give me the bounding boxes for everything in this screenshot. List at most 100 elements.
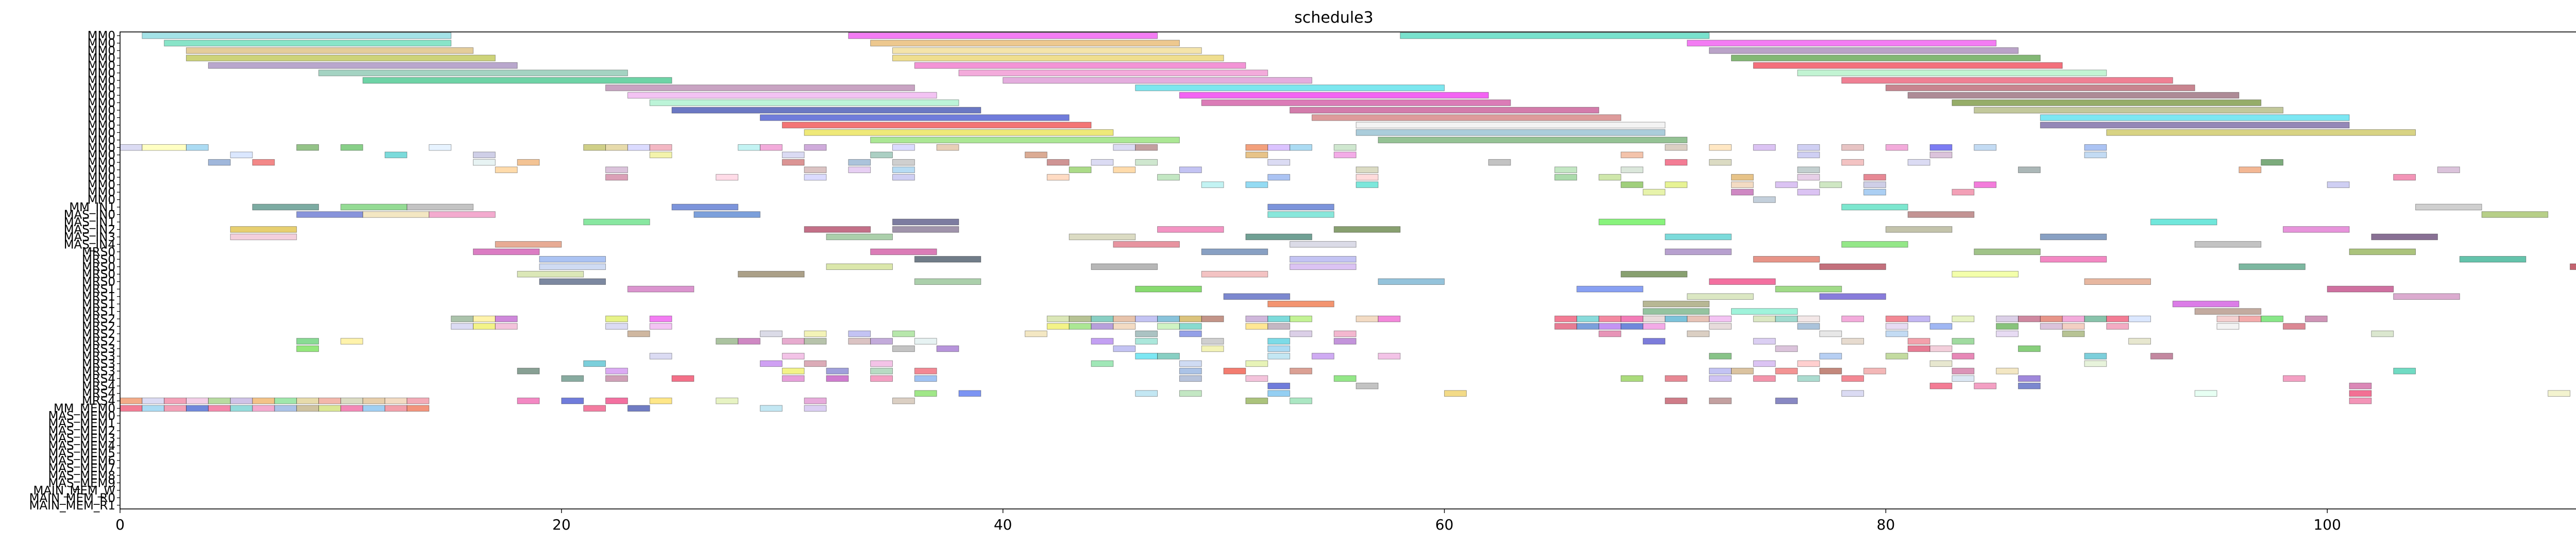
y-tick-label: MM0 xyxy=(88,156,115,169)
gantt-bar xyxy=(1598,315,1621,322)
y-tick-label: MAS_MEM3 xyxy=(48,432,115,446)
gantt-bar xyxy=(1819,293,1886,300)
gantt-bar xyxy=(2216,323,2240,330)
gantt-bar xyxy=(1290,144,1312,151)
gantt-bar xyxy=(517,397,540,404)
gantt-bar xyxy=(605,375,628,382)
gantt-bar xyxy=(2349,382,2372,389)
gantt-bar xyxy=(296,144,319,151)
gantt-bar xyxy=(1598,330,1621,337)
gantt-bar xyxy=(1753,375,1776,382)
gantt-bar xyxy=(870,248,937,256)
gantt-bar xyxy=(1135,285,1202,293)
gantt-bar xyxy=(1797,360,1820,367)
gantt-bar xyxy=(1797,144,1820,151)
gantt-bar xyxy=(1091,360,1114,367)
gantt-bar xyxy=(472,159,496,166)
gantt-bar xyxy=(2150,218,2217,226)
y-tick-label: MM0 xyxy=(88,179,115,192)
gantt-bar xyxy=(1819,368,1842,374)
gantt-bar xyxy=(1797,151,1820,159)
gantt-bar xyxy=(1267,203,1334,211)
gantt-bar xyxy=(804,129,1114,136)
gantt-bar xyxy=(120,397,143,404)
gantt-bar xyxy=(1113,315,1136,322)
gantt-bar xyxy=(2040,122,2350,129)
gantt-bar xyxy=(1046,159,1070,166)
y-tick-label: MM0 xyxy=(88,82,115,95)
gantt-bar xyxy=(1929,151,1953,159)
gantt-bar xyxy=(848,32,1158,39)
gantt-bar xyxy=(804,330,827,337)
gantt-bar xyxy=(362,77,672,84)
gantt-bar xyxy=(1400,32,1710,39)
y-tick-label: MAS_IN3 xyxy=(64,231,115,244)
gantt-bar xyxy=(1223,368,1246,374)
y-tick-label: MRS2 xyxy=(82,320,115,334)
gantt-bar xyxy=(2371,233,2438,241)
gantt-bar xyxy=(1907,159,1930,166)
gantt-bar xyxy=(804,174,827,181)
gantt-bar xyxy=(1046,315,1070,322)
gantt-bar xyxy=(1996,368,2019,374)
gantt-bar xyxy=(1797,375,1820,382)
gantt-bar xyxy=(2018,345,2041,352)
gantt-bar xyxy=(1179,315,1202,322)
y-tick-label: MM0 xyxy=(88,89,115,103)
y-tick-label: MM0 xyxy=(88,164,115,177)
y-tick-label: MAS_MEM1 xyxy=(48,417,115,431)
gantt-bar xyxy=(1620,166,1643,173)
gantt-bar xyxy=(1554,174,1578,181)
gantt-bar xyxy=(1687,40,1997,46)
gantt-bar xyxy=(1885,315,1908,322)
gantt-bar xyxy=(583,360,606,367)
gantt-bar xyxy=(1819,353,1842,360)
gantt-bar xyxy=(759,360,783,367)
gantt-bar xyxy=(120,144,143,151)
gantt-bar xyxy=(1687,330,1710,337)
gantt-bar xyxy=(1841,159,1865,166)
gantt-bar xyxy=(495,241,562,248)
gantt-bar xyxy=(1775,368,1798,374)
gantt-bar xyxy=(1333,226,1401,233)
gantt-bar xyxy=(1179,330,1202,337)
gantt-bar xyxy=(252,397,275,404)
x-tick-label: 60 xyxy=(1435,516,1454,533)
gantt-bar xyxy=(1290,315,1312,322)
gantt-bar xyxy=(1245,233,1312,241)
gantt-bar xyxy=(1201,315,1224,322)
y-tick-label: MRS3 xyxy=(82,343,115,356)
gantt-bar xyxy=(429,211,496,218)
gantt-bar xyxy=(340,144,363,151)
y-tick-label: MAS_MEM9 xyxy=(48,476,115,490)
gantt-bar xyxy=(1642,189,1666,196)
gantt-bar xyxy=(627,144,650,151)
gantt-bar xyxy=(605,315,628,322)
gantt-bar xyxy=(1620,375,1643,382)
gantt-bar xyxy=(1135,330,1158,337)
y-tick-label: MAIN_MEM_W xyxy=(33,484,115,498)
y-tick-label: MM0 xyxy=(88,126,115,140)
y-tick-label: MM0 xyxy=(88,104,115,117)
gantt-bar xyxy=(495,323,518,330)
gantt-bar xyxy=(914,338,937,345)
y-tick-label: MM0 xyxy=(88,149,115,162)
gantt-bar xyxy=(2084,151,2107,159)
gantt-bar xyxy=(936,345,959,352)
gantt-bar xyxy=(495,315,518,322)
gantt-bar xyxy=(1665,144,1688,151)
gantt-bar xyxy=(1267,390,1291,397)
y-tick-label: MRS0 xyxy=(82,246,115,259)
gantt-bar xyxy=(1929,360,1953,367)
gantt-bar xyxy=(1974,107,2284,114)
gantt-bar xyxy=(1157,315,1180,322)
gantt-bar xyxy=(1378,315,1401,322)
gantt-bar xyxy=(1333,330,1357,337)
y-tick-label: MAIN_MEM_R0 xyxy=(29,491,115,505)
gantt-bar xyxy=(1311,353,1334,360)
gantt-bar xyxy=(1290,368,1312,374)
gantt-bar xyxy=(2459,256,2527,263)
gantt-bar xyxy=(1069,315,1092,322)
gantt-bar xyxy=(186,144,209,151)
gantt-bar xyxy=(1135,84,1445,91)
